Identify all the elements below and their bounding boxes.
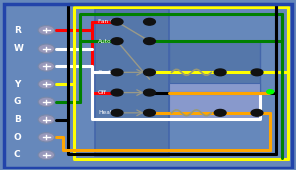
Text: Cool: Cool [98, 70, 111, 75]
Text: Heat: Heat [98, 110, 112, 115]
Circle shape [111, 109, 123, 116]
Text: G: G [14, 97, 21, 106]
Text: Off: Off [98, 90, 107, 95]
Text: Fan On: Fan On [98, 19, 118, 24]
Circle shape [144, 89, 155, 96]
Circle shape [111, 38, 123, 45]
Text: W: W [14, 44, 24, 53]
Circle shape [38, 97, 54, 107]
Circle shape [111, 89, 123, 96]
Text: O: O [14, 133, 22, 142]
Text: Auto: Auto [98, 39, 112, 44]
Circle shape [38, 150, 54, 160]
Circle shape [144, 109, 155, 116]
Circle shape [214, 109, 226, 116]
Circle shape [144, 69, 155, 76]
FancyBboxPatch shape [95, 9, 169, 156]
Circle shape [267, 90, 274, 94]
Circle shape [214, 69, 226, 76]
Text: C: C [14, 150, 21, 159]
Circle shape [38, 115, 54, 124]
Circle shape [38, 133, 54, 142]
Circle shape [38, 44, 54, 54]
Circle shape [144, 18, 155, 25]
Circle shape [251, 69, 263, 76]
FancyBboxPatch shape [169, 41, 260, 119]
Circle shape [38, 79, 54, 89]
FancyBboxPatch shape [169, 83, 260, 119]
Circle shape [111, 18, 123, 25]
Circle shape [38, 26, 54, 35]
Text: Y: Y [14, 80, 20, 89]
Text: B: B [14, 115, 21, 124]
Circle shape [251, 109, 263, 116]
Circle shape [38, 62, 54, 71]
Circle shape [111, 69, 123, 76]
Circle shape [144, 38, 155, 45]
Text: R: R [14, 26, 21, 35]
